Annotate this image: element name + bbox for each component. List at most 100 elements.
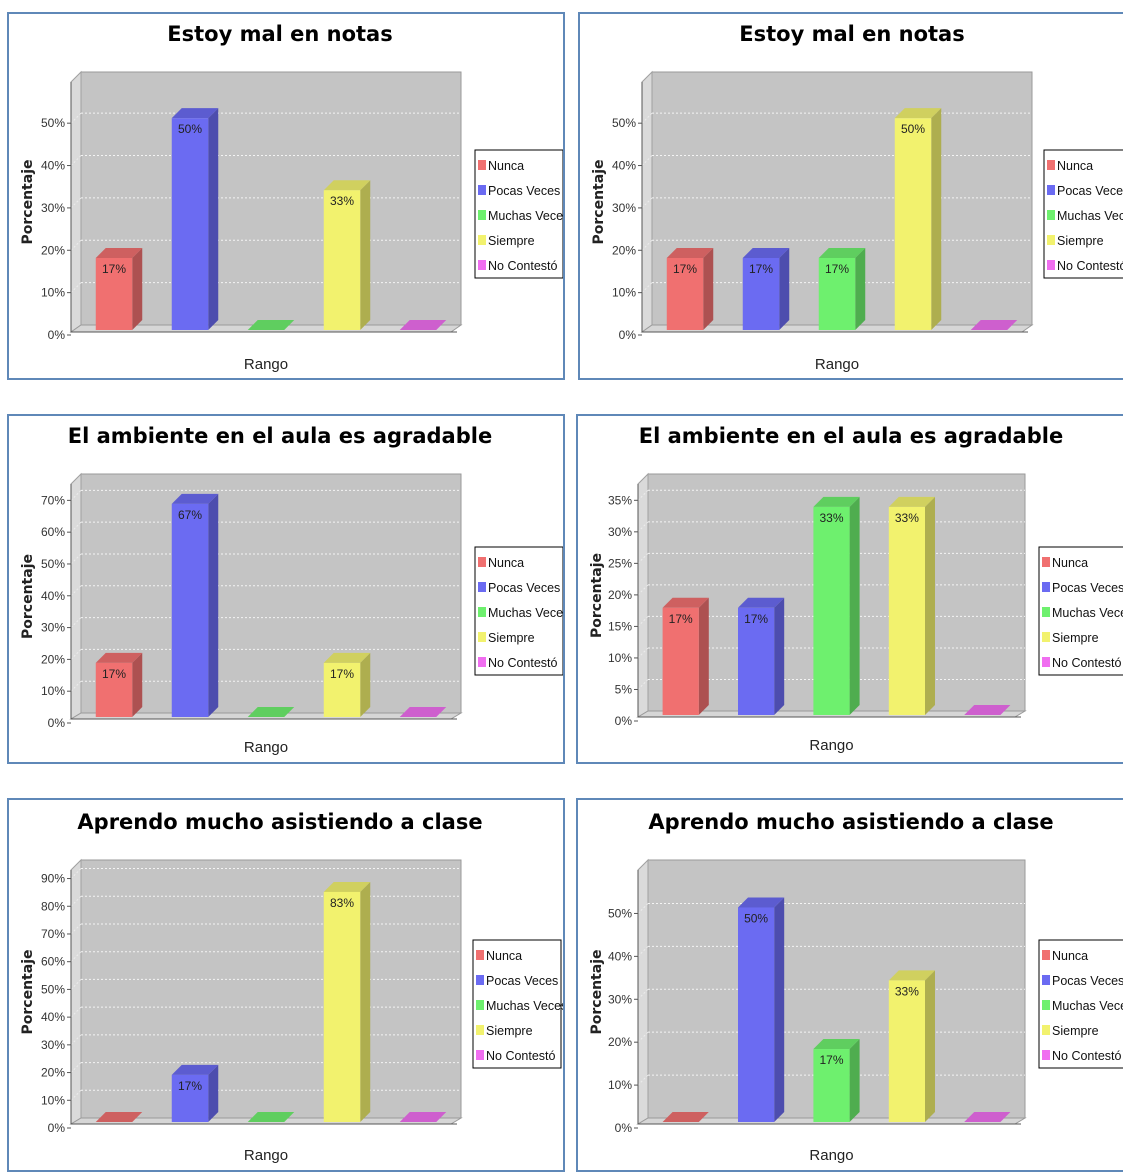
chart-title: Aprendo mucho asistiendo a clase (648, 810, 1053, 834)
legend-box (472, 939, 562, 1069)
x-axis-label: Rango (244, 1147, 288, 1164)
plot-side-wall (70, 858, 82, 1125)
y-tick-label: 0% (615, 1121, 633, 1135)
legend-swatch (1042, 557, 1050, 567)
legend: Nunca Pocas Veces Muchas Veces Siempre No Co… (474, 546, 563, 676)
bar-side (931, 108, 942, 330)
bar-side (849, 496, 860, 715)
legend-entry: Pocas Veces (1052, 974, 1123, 988)
y-tick-label: 20% (41, 1066, 65, 1080)
y-axis-label: Porcentaje (591, 160, 607, 245)
data-label: 17% (102, 262, 126, 276)
legend-swatch (478, 607, 486, 617)
legend-swatch (1042, 1050, 1050, 1060)
chart-panel-5: Aprendo mucho asistiendo a clase 0% 10% 20%… (7, 798, 565, 1172)
bar-front (738, 607, 775, 715)
bar-muchas-veces (247, 320, 295, 330)
legend: Nunca Pocas Veces Muchas Veces Siempre No Co… (1038, 546, 1123, 676)
bar-muchas-veces (813, 1039, 860, 1122)
y-tick-label: 0% (615, 714, 633, 728)
bar-no-contesto (399, 320, 447, 330)
legend-swatch (478, 185, 486, 195)
y-tick-label: 30% (41, 1038, 65, 1052)
legend-swatch (478, 557, 486, 567)
bar-side (360, 180, 371, 330)
bar-nunca (95, 1112, 143, 1122)
y-tick-label: 15% (608, 619, 632, 633)
bar-siempre (323, 652, 371, 717)
legend-swatch (476, 975, 484, 985)
legend-entry: No Contestó (1057, 259, 1123, 273)
bar-front (813, 1049, 850, 1122)
data-label: 83% (330, 896, 354, 910)
bar-top (662, 597, 709, 608)
bar-pocas-veces (738, 597, 785, 715)
y-tick-label: 30% (41, 621, 65, 635)
bar-siempre (323, 180, 371, 330)
data-label: 17% (102, 667, 126, 681)
bar-top (323, 881, 371, 892)
y-tick-label: 40% (41, 589, 65, 603)
legend-entry: Muchas Veces (1052, 999, 1123, 1013)
data-label: 17% (330, 667, 354, 681)
legend-entry: Muchas Veces (486, 999, 565, 1013)
bar-nunca (95, 652, 143, 717)
legend-swatch (478, 235, 486, 245)
x-axis-label: Rango (815, 356, 859, 373)
bar-muchas-veces (247, 1112, 295, 1122)
y-tick-label: 50% (41, 982, 65, 996)
bar-front (323, 662, 361, 717)
legend-entry: Nunca (1052, 556, 1088, 570)
bar-nunca (666, 247, 714, 330)
bar-top (888, 496, 935, 507)
y-tick-label: 0% (48, 328, 66, 342)
legend-entry: Pocas Veces (486, 974, 558, 988)
legend: Nunca Pocas Veces Muchas Veces Siempre No Co… (474, 149, 563, 279)
bar-front (818, 257, 856, 330)
bar-front (742, 257, 780, 330)
plot-side-wall (641, 70, 653, 333)
y-tick-label: 10% (608, 1078, 632, 1092)
chart-svg-4: El ambiente en el aula es agradable 0% 5% 1… (589, 424, 1123, 754)
y-axis-label: Porcentaje (20, 160, 36, 245)
chart-panel-1: Estoy mal en notas 0% 10% 20% 30% 40% 50% 17% 50… (7, 12, 565, 380)
chart-svg-1: Estoy mal en notas 0% 10% 20% 30% 40% 50% 17% 50… (20, 22, 563, 373)
bar-pocas-veces (742, 247, 790, 330)
legend-entry: Siempre (1052, 1024, 1099, 1038)
legend-swatch (1042, 582, 1050, 592)
bar-no-contesto (399, 1112, 447, 1122)
bar-front (888, 506, 925, 715)
legend-entry: Siempre (1052, 631, 1099, 645)
bar-top (399, 707, 447, 717)
y-tick-label: 60% (41, 525, 65, 539)
legend-swatch (478, 582, 486, 592)
data-label: 17% (178, 1079, 202, 1093)
y-tick-label: 40% (41, 1010, 65, 1024)
plot-background (80, 859, 462, 1119)
bar-side (849, 1039, 860, 1122)
bar-pocas-veces (171, 493, 219, 717)
bar-siempre (888, 496, 935, 715)
bar-front (738, 907, 775, 1122)
bar-top (738, 597, 785, 608)
y-tick-label: 30% (41, 201, 65, 215)
y-tick-label: 10% (608, 651, 632, 665)
bar-side (360, 652, 371, 717)
bar-top (399, 320, 447, 330)
bar-top (738, 897, 785, 908)
legend: Nunca Pocas Veces Muchas Veces Siempre No Co… (1038, 939, 1123, 1069)
legend-entry: Nunca (486, 949, 522, 963)
x-axis-label: Rango (809, 1147, 853, 1164)
legend-entry: Pocas Veces (1052, 581, 1123, 595)
legend-entry: No Contestó (1052, 656, 1122, 670)
y-tick-label: 5% (615, 682, 633, 696)
y-tick-label: 20% (612, 243, 636, 257)
legend-entry: Siempre (488, 234, 535, 248)
legend-swatch (1042, 950, 1050, 960)
y-tick-label: 20% (41, 243, 65, 257)
chart-panel-2: Estoy mal en notas 0% 10% 20% 30% 40% 50% 17% 17… (578, 12, 1123, 380)
chart-title: El ambiente en el aula es agradable (639, 424, 1063, 448)
y-tick-label: 20% (41, 652, 65, 666)
chart-svg-2: Estoy mal en notas 0% 10% 20% 30% 40% 50% 17% 17… (591, 22, 1123, 373)
bar-muchas-veces (247, 707, 295, 717)
